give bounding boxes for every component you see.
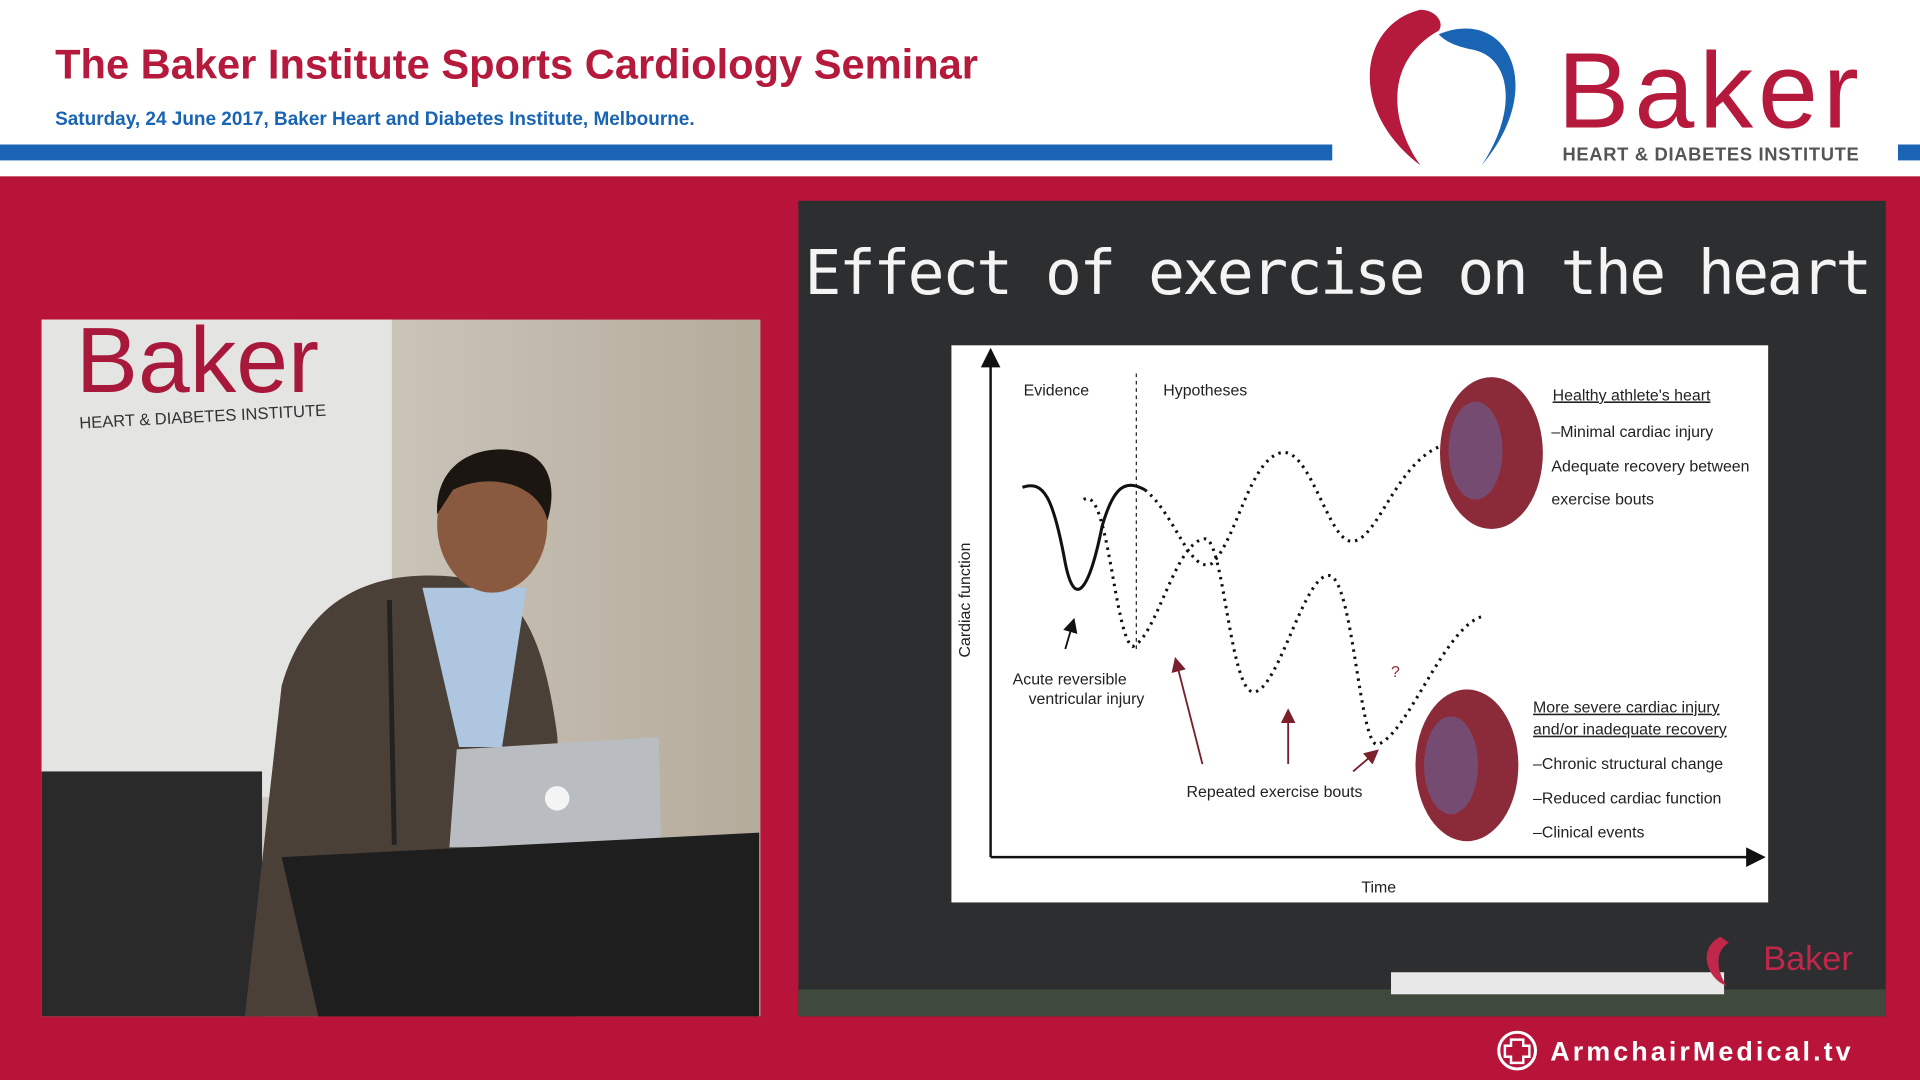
severe-heading: More severe cardiac injury [1533,700,1720,717]
severe-line: –Reduced cardiac function [1533,790,1721,807]
figure: Evidence Hypotheses Cardiac function Tim… [951,345,1769,903]
equipment [41,771,263,1017]
bout-arrow [1352,749,1379,773]
eraser [1391,972,1725,995]
healthy-heart-detail [1448,401,1503,500]
severe-curve [1082,497,1485,747]
logo-blue [1438,28,1516,166]
microphone [386,599,397,845]
acute-curve [1021,483,1146,591]
watermark-cross [1503,1038,1531,1065]
y-axis-label: Cardiac function [957,543,974,658]
watermark: ArmchairMedical.tv [1497,1030,1853,1071]
laptop-logo [544,786,570,811]
podium [281,832,760,1017]
logo-tagline: HEART & DIABETES INSTITUTE [1562,143,1858,164]
healthy-curve [1143,445,1440,567]
speaker-head [437,455,548,593]
header-bar-end [1897,144,1920,161]
watermark-text: ArmchairMedical.tv [1550,1036,1853,1066]
severe-line: –Chronic structural change [1533,756,1723,773]
repeated-label: Repeated exercise bouts [1187,784,1363,801]
evidence-label: Evidence [1024,383,1090,400]
x-axis-label: Time [1361,880,1396,897]
acute-label: ventricular injury [1029,691,1145,708]
speaker-shirt [422,587,527,747]
logo-name: Baker [1558,29,1859,150]
logo-red [1369,9,1441,166]
severe-line: –Clinical events [1533,825,1644,842]
healthy-line: exercise bouts [1551,491,1654,508]
acute-arrow [1063,617,1078,650]
healthy-heading: Healthy athlete's heart [1553,387,1711,404]
header-title: The Baker Institute Sports Cardiology Se… [55,40,978,87]
watermark-icon [1497,1030,1538,1071]
hypotheses-label: Hypotheses [1163,383,1247,400]
severe-heading: and/or inadequate recovery [1533,722,1727,739]
slide-logo: Baker [1763,940,1853,978]
question-mark: ? [1391,664,1400,681]
severe-heart-detail [1424,716,1478,815]
slide-logo-mark [1706,936,1729,986]
slide-title: Effect of exercise on the heart [804,238,1872,309]
header-subtitle: Saturday, 24 June 2017, Baker Heart and … [55,109,695,130]
speaker-hair [437,449,552,521]
header-bar [0,144,1333,161]
figure-bg [951,345,1769,903]
bout-arrow [1171,656,1204,765]
sign-name: Baker [76,308,319,412]
healthy-line: Adequate recovery between [1551,458,1749,475]
healthy-line: –Minimal cardiac injury [1551,424,1713,441]
acute-label: Acute reversible [1013,671,1127,688]
speaker-video: Baker HEART & DIABETES INSTITUTE [41,308,761,1017]
